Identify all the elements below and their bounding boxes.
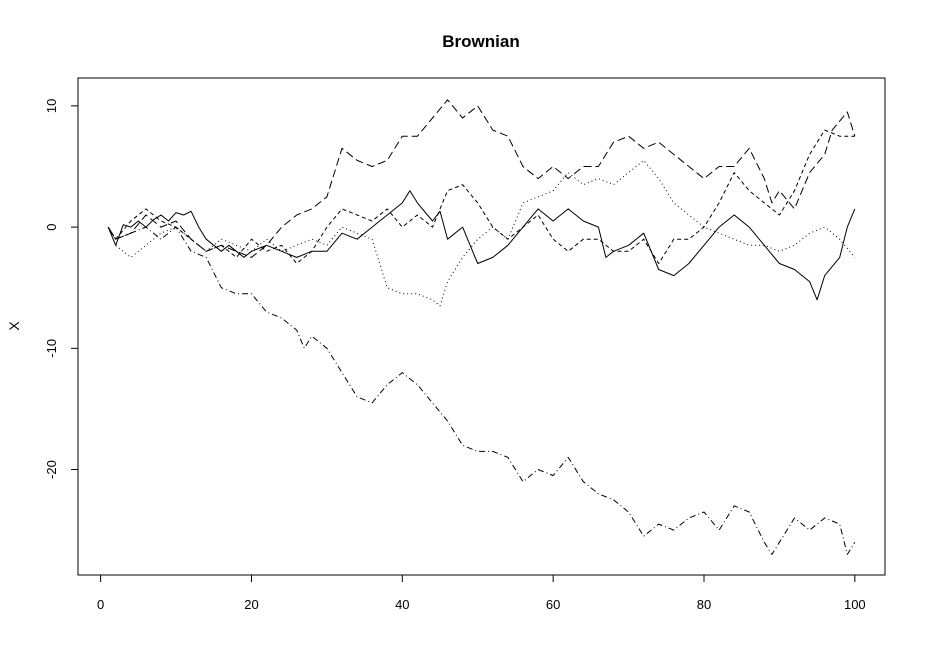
x-tick-label: 80 [697, 597, 711, 612]
series-line-5-dotdash [107, 226, 856, 555]
y-tick-label: -20 [44, 460, 59, 479]
x-tick-label: 20 [244, 597, 258, 612]
x-tick-label: 60 [546, 597, 560, 612]
y-axis: 10 0 -10 -20 [44, 99, 79, 479]
x-tick-label: 40 [395, 597, 409, 612]
series-group [107, 99, 856, 555]
x-tick-label: 0 [97, 597, 104, 612]
series-line-1-solid [107, 190, 856, 301]
series-line-2-dashed [107, 129, 855, 264]
y-tick-label: 0 [44, 223, 59, 230]
chart-title: Brownian [442, 32, 519, 51]
y-tick-label: 10 [44, 99, 59, 113]
series-line-4-longdash [107, 99, 856, 258]
x-axis: 0 20 40 60 80 100 [97, 574, 866, 612]
x-tick-label: 100 [844, 597, 866, 612]
y-axis-label: X [6, 321, 22, 331]
y-tick-label: -10 [44, 339, 59, 358]
